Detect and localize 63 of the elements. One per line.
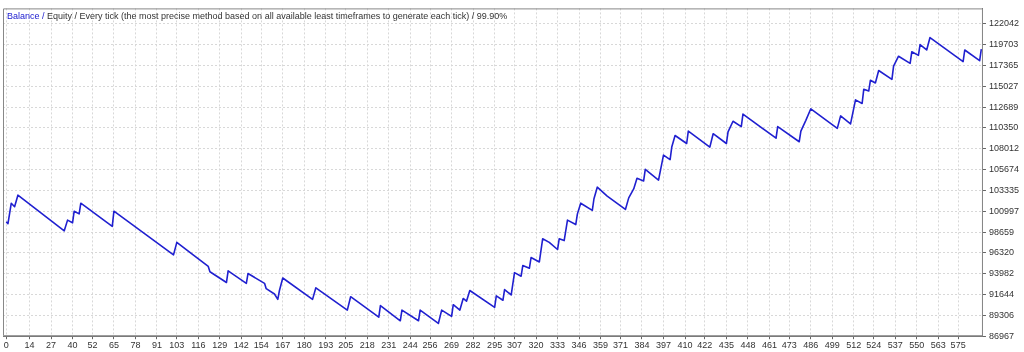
x-tick-label: 167 (275, 340, 291, 351)
x-tick-label: 384 (634, 340, 650, 351)
x-tick-label: 142 (233, 340, 249, 351)
x-tick-label: 550 (909, 340, 925, 351)
x-tick-label: 359 (593, 340, 609, 351)
x-tick-label: 435 (718, 340, 734, 351)
y-tick-label: 89306 (988, 309, 1014, 320)
x-tick-label: 524 (866, 340, 882, 351)
x-tick-label: 40 (67, 340, 78, 351)
x-tick-label: 333 (550, 340, 566, 351)
x-tick-label: 256 (422, 340, 438, 351)
y-tick-label: 122042 (988, 18, 1020, 29)
x-tick-label: 512 (846, 340, 862, 351)
x-tick-label: 448 (740, 340, 756, 351)
x-tick-label: 91 (151, 340, 162, 351)
y-tick-label: 93982 (988, 268, 1014, 279)
x-tick-label: 473 (781, 340, 797, 351)
y-tick-label: 115027 (988, 80, 1019, 91)
y-tick-label: 98659 (988, 226, 1014, 237)
x-tick-label: 78 (130, 340, 141, 351)
x-tick-label: 499 (824, 340, 840, 351)
x-tick-label: 320 (528, 340, 544, 351)
x-tick-label: 218 (359, 340, 375, 351)
x-tick-label: 154 (253, 340, 269, 351)
x-tick-label: 14 (24, 340, 35, 351)
x-tick-label: 397 (655, 340, 671, 351)
x-tick-label: 346 (571, 340, 587, 351)
x-tick-label: 27 (46, 340, 57, 351)
x-tick-label: 116 (191, 340, 206, 351)
x-tick-label: 129 (212, 340, 228, 351)
chart-title: Balance / Equity / Every tick (the most precise method based on all available least timeframes to generate each tick) / 99.90% (7, 10, 508, 21)
x-tick-label: 422 (697, 340, 713, 351)
y-tick-label: 100997 (988, 205, 1020, 216)
x-tick-label: 282 (465, 340, 481, 351)
x-tick-label: 205 (338, 340, 354, 351)
x-tick-label: 295 (487, 340, 503, 351)
y-tick-label: 112689 (988, 101, 1019, 112)
x-tick-label: 180 (296, 340, 312, 351)
x-tick-label: 575 (950, 340, 966, 351)
x-tick-label: 537 (887, 340, 903, 351)
x-tick-label: 269 (444, 340, 460, 351)
y-tick-label: 103335 (988, 184, 1020, 195)
y-tick-label: 105674 (988, 164, 1020, 175)
x-tick-label: 193 (318, 340, 334, 351)
x-tick-label: 65 (108, 340, 119, 351)
y-tick-label: 96320 (988, 247, 1014, 258)
x-tick-label: 244 (402, 340, 418, 351)
x-tick-label: 371 (612, 340, 628, 351)
x-tick-label: 52 (87, 340, 98, 351)
y-tick-label: 117365 (988, 59, 1019, 70)
x-tick-label: 486 (803, 340, 819, 351)
x-tick-label: 563 (930, 340, 946, 351)
y-tick-label: 91644 (988, 289, 1014, 300)
y-tick-label: 108012 (988, 143, 1020, 154)
x-tick-label: 0 (3, 340, 9, 351)
x-tick-label: 410 (677, 340, 693, 351)
x-tick-label: 231 (381, 340, 397, 351)
y-tick-label: 119703 (988, 39, 1019, 50)
x-tick-label: 307 (506, 340, 523, 351)
y-tick-label: 110350 (988, 122, 1019, 133)
x-tick-label: 103 (169, 340, 185, 351)
y-tick-label: 86967 (988, 330, 1014, 341)
x-tick-label: 461 (761, 340, 777, 351)
